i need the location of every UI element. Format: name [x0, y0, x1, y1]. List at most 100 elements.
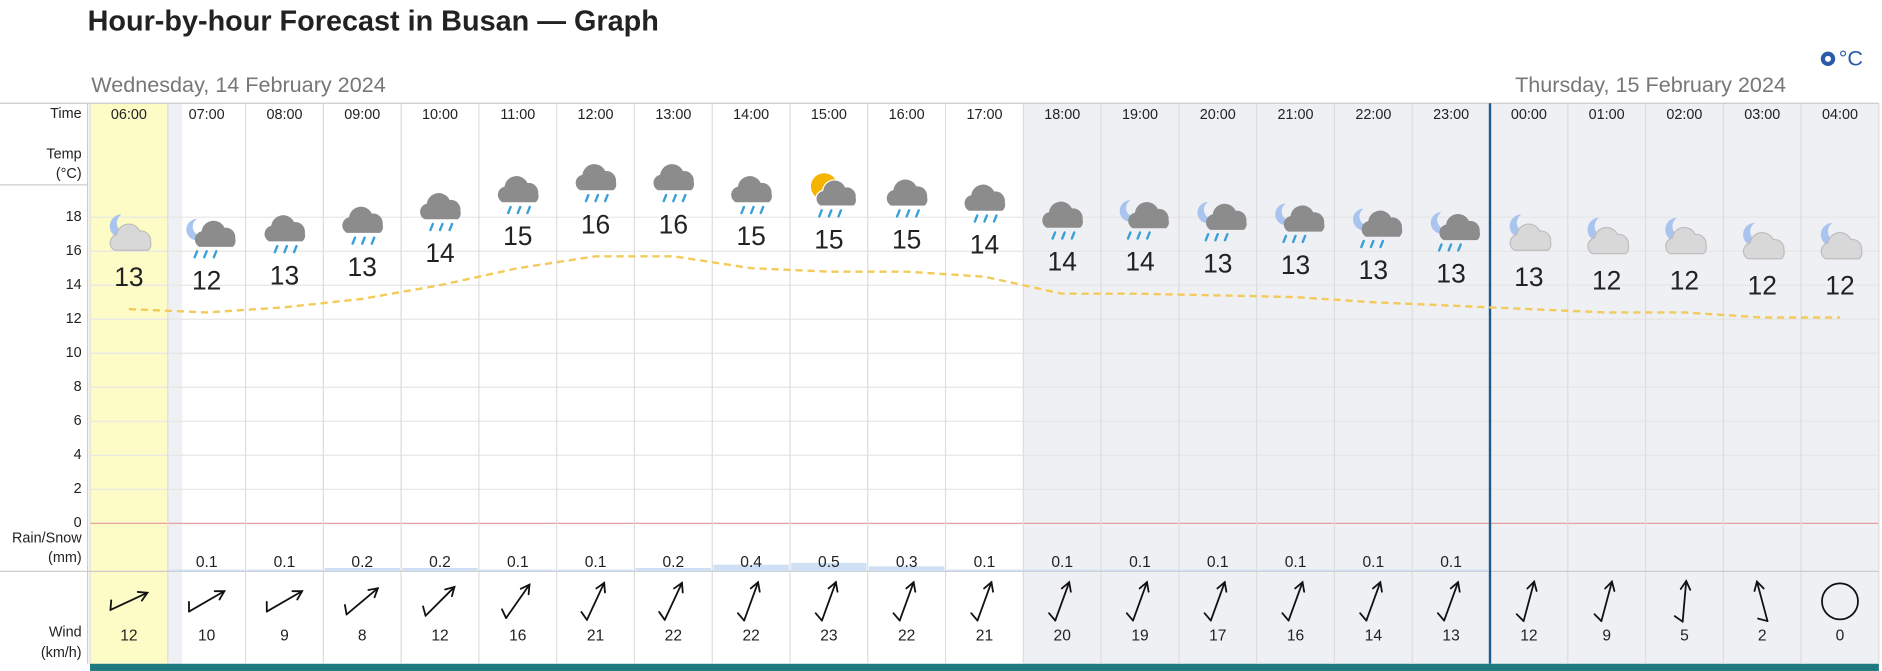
moon	[1119, 200, 1141, 222]
hour-column	[1178, 103, 1257, 664]
temp-value: 13	[1281, 250, 1310, 280]
rain-bar	[557, 569, 634, 572]
arrow-tail	[422, 605, 427, 617]
rain-drop	[1369, 239, 1375, 249]
rain-value: 0.1	[1051, 554, 1073, 571]
arrow-tail	[814, 612, 823, 622]
time-label: 11:00	[500, 107, 535, 123]
rain-value: 0.1	[1285, 554, 1307, 571]
time-label: 16:00	[889, 107, 925, 123]
arrow-head	[1604, 579, 1616, 592]
rain-drop	[740, 205, 746, 215]
rain-drop	[1282, 234, 1288, 244]
cloud	[964, 184, 1006, 211]
time-label: 14:00	[733, 107, 769, 123]
arrow-head	[1060, 580, 1072, 593]
time-label: 19:00	[1122, 107, 1158, 123]
cloud	[575, 164, 617, 191]
rain-drop	[203, 250, 208, 259]
rain-bar	[713, 564, 789, 572]
rain-drop	[983, 214, 989, 223]
temp-value: 15	[814, 225, 843, 255]
moon	[1353, 208, 1374, 231]
arrow-head	[905, 580, 917, 593]
wind-speed: 2	[1758, 627, 1767, 644]
weather-icon	[1509, 214, 1552, 251]
moon	[1275, 203, 1296, 226]
unit-label[interactable]: °C	[1839, 46, 1863, 71]
weather-icon	[653, 164, 695, 203]
arrow-head	[673, 581, 684, 594]
wind-arrow	[1436, 580, 1461, 622]
wind-arrow	[1673, 579, 1692, 623]
weather-icon	[1197, 201, 1247, 242]
y-tick-label: 10	[66, 345, 82, 361]
cloud	[420, 193, 461, 220]
rain-drop	[193, 250, 199, 259]
rain-value: 0.1	[274, 554, 296, 571]
rain-drop	[1204, 233, 1210, 242]
arrow-tail	[1515, 613, 1525, 622]
temp-value: 16	[659, 209, 688, 239]
rain-drop	[283, 244, 289, 254]
wind-speed: 20	[1054, 627, 1072, 644]
time-label: 13:00	[655, 107, 691, 123]
arrow-shaft	[1681, 580, 1688, 623]
cloud	[342, 206, 383, 233]
rain-drop	[895, 209, 901, 218]
day-label: Wednesday, 14 February 2024	[91, 72, 386, 97]
temp-value: 15	[892, 225, 921, 255]
unit-toggle[interactable]: °C	[1820, 46, 1863, 71]
rain-value: 0.3	[896, 554, 918, 571]
arrow-tail	[1048, 612, 1057, 622]
wind-speed: 12	[120, 627, 137, 644]
arrow-tail	[892, 612, 901, 622]
time-label: 17:00	[966, 107, 1002, 123]
temp-value: 13	[1359, 255, 1388, 285]
temp-value: 13	[114, 262, 143, 292]
temp-value: 14	[970, 230, 999, 260]
wind-speed: 13	[1442, 627, 1459, 644]
wind-arrow	[580, 581, 606, 621]
row-label: Temp	[46, 147, 81, 163]
rain-value: 0.5	[818, 554, 840, 571]
rain-drop	[448, 222, 454, 232]
rain-bar	[168, 569, 245, 572]
weather-icon	[186, 218, 236, 259]
temp-value: 12	[1825, 271, 1854, 301]
rain-value: 0.4	[740, 554, 762, 571]
arrow-head	[1294, 580, 1306, 593]
arrow-head	[749, 580, 761, 593]
arrow-head	[1216, 580, 1228, 593]
rain-value: 0.1	[1129, 554, 1151, 571]
wind-arrow	[343, 587, 380, 616]
arrow-shaft	[265, 590, 304, 613]
temp-value: 13	[1203, 248, 1232, 278]
hour-column	[1801, 103, 1879, 664]
moon	[1665, 217, 1689, 242]
wind-speed: 9	[1602, 627, 1611, 644]
y-tick-label: 14	[66, 277, 82, 293]
arrow-shaft	[821, 581, 837, 622]
cloud	[886, 179, 928, 206]
wind-arrow	[1515, 579, 1538, 622]
time-label: 12:00	[578, 107, 614, 123]
rain-bar	[1413, 569, 1489, 572]
moon	[109, 214, 133, 239]
arrow-shaft	[1600, 580, 1613, 622]
rain-drop	[681, 193, 687, 203]
rain-drop	[827, 209, 833, 218]
time-label: 01:00	[1589, 107, 1625, 123]
rain-drop	[662, 193, 668, 203]
y-tick-label: 0	[74, 515, 82, 531]
time-label: 09:00	[344, 107, 380, 123]
rain-value: 0.1	[1440, 554, 1462, 571]
row-label: (mm)	[48, 550, 82, 566]
rain-value: 0.1	[196, 554, 218, 571]
temp-value: 15	[503, 221, 532, 251]
arrow-tail	[188, 600, 190, 613]
page-title: Hour-by-hour Forecast in Busan — Graph	[88, 5, 659, 37]
day-label: Thursday, 15 February 2024	[1515, 72, 1786, 97]
cloud	[1361, 210, 1403, 237]
